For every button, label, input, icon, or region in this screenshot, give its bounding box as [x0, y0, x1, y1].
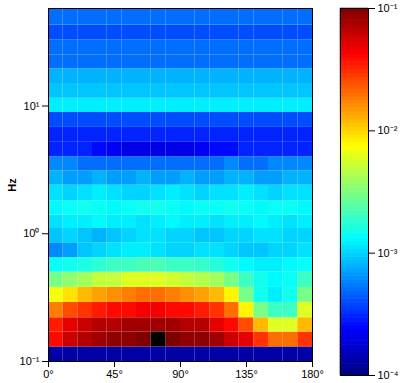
- svg-text:90°: 90°: [172, 368, 189, 380]
- svg-text:180°: 180°: [301, 368, 324, 380]
- svg-text:10⁻²: 10⁻²: [378, 124, 398, 136]
- svg-text:10⁻¹: 10⁻¹: [20, 355, 40, 367]
- svg-text:135°: 135°: [235, 368, 258, 380]
- svg-text:10⁻⁴: 10⁻⁴: [378, 369, 399, 381]
- svg-text:Hz: Hz: [6, 178, 18, 192]
- svg-text:10⁻³: 10⁻³: [378, 247, 398, 259]
- svg-text:10⁰: 10⁰: [23, 227, 39, 239]
- svg-text:10¹: 10¹: [24, 100, 40, 112]
- svg-text:10⁻¹: 10⁻¹: [378, 2, 398, 14]
- svg-text:45°: 45°: [106, 368, 123, 380]
- svg-text:0°: 0°: [43, 368, 54, 380]
